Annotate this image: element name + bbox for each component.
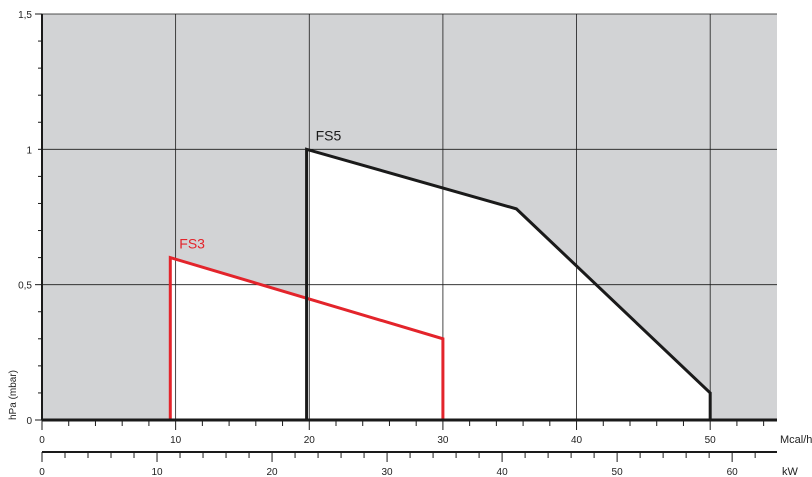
- x-tick-label-kw: 20: [266, 467, 278, 477]
- x-tick-label-mcal: 30: [437, 435, 449, 446]
- series-label-fs5: FS5: [316, 127, 342, 143]
- y-axis-label: hPa (mbar): [8, 370, 19, 420]
- y-tick-label: 0,5: [18, 281, 32, 292]
- x-tick-label-kw: 30: [382, 467, 394, 477]
- x-tick-label-kw: 50: [612, 467, 624, 477]
- x-tick-label-mcal: 0: [39, 435, 45, 446]
- y-tick-label: 1: [26, 145, 32, 156]
- series-line-fs5: [305, 147, 712, 420]
- x-tick-label-kw: 10: [151, 467, 163, 477]
- x-tick-label-kw: 0: [39, 467, 45, 477]
- y-tick-label: 0: [26, 416, 32, 427]
- x-tick-label-kw: 60: [727, 467, 739, 477]
- x-axis-unit-kw: kW: [782, 466, 799, 477]
- x-tick-label-kw: 40: [497, 467, 509, 477]
- y-tick-label: 1,5: [18, 10, 32, 21]
- x-tick-label-mcal: 20: [304, 435, 316, 446]
- x-tick-label-mcal: 40: [571, 435, 583, 446]
- x-axis-unit-mcal: Mcal/h: [780, 434, 812, 446]
- x-tick-label-mcal: 10: [170, 435, 182, 446]
- x-tick-label-mcal: 50: [705, 435, 717, 446]
- plot-area: FS3 FS5 0 0,5 1 1,5 0 10 20 30 40 50 Mcal/h 0 10 20 30 40…: [18, 10, 812, 477]
- series-label-fs3: FS3: [179, 236, 205, 252]
